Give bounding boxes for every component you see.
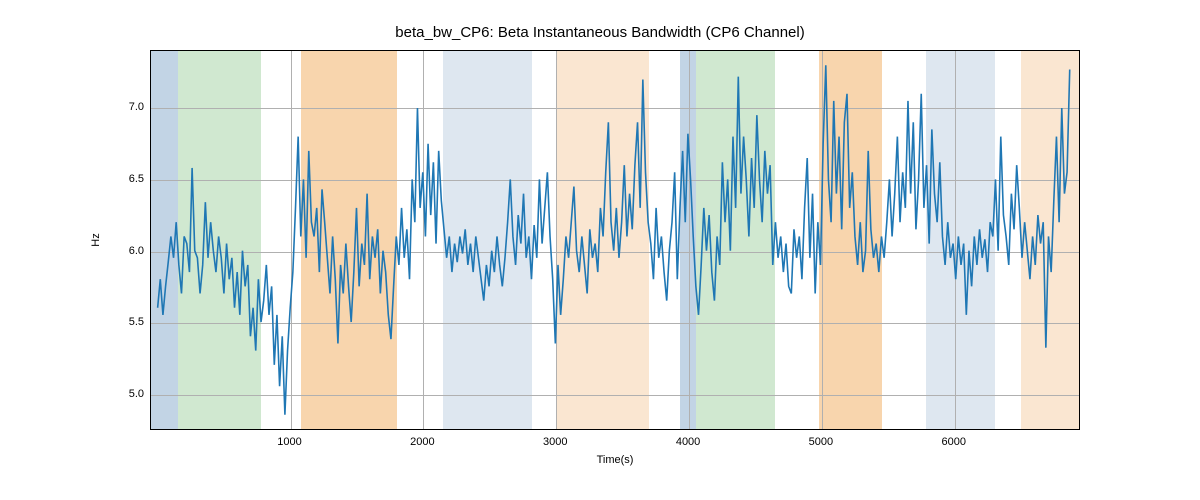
y-tick-label: 6.5 xyxy=(118,173,144,185)
chart-title: beta_bw_CP6: Beta Instantaneous Bandwidt… xyxy=(0,24,1200,41)
plot-area xyxy=(150,50,1080,430)
x-tick-label: 1000 xyxy=(277,436,301,448)
y-tick-label: 7.0 xyxy=(118,101,144,113)
chart-container: beta_bw_CP6: Beta Instantaneous Bandwidt… xyxy=(0,0,1200,500)
x-tick-label: 3000 xyxy=(543,436,567,448)
x-tick-label: 2000 xyxy=(410,436,434,448)
x-tick-label: 6000 xyxy=(942,436,966,448)
y-tick-label: 5.5 xyxy=(118,316,144,328)
line-svg xyxy=(151,51,1079,429)
x-axis-label: Time(s) xyxy=(597,454,634,466)
x-tick-label: 4000 xyxy=(676,436,700,448)
series-line xyxy=(158,65,1070,414)
y-axis-label: Hz xyxy=(90,233,102,246)
y-tick-label: 5.0 xyxy=(118,388,144,400)
x-tick-label: 5000 xyxy=(809,436,833,448)
y-tick-label: 6.0 xyxy=(118,245,144,257)
